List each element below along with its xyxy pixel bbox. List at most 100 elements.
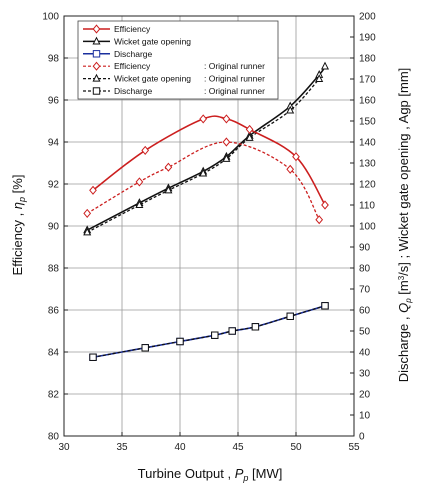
- y-left-tick-label: 96: [48, 96, 60, 107]
- data-point: [222, 154, 231, 162]
- legend-entry: Efficiency : Original runner: [83, 61, 265, 71]
- data-point: [83, 227, 92, 236]
- legend-entry: Efficiency: [83, 24, 151, 34]
- y-axis-left-label: Efficiency , ηp [%]: [10, 175, 27, 276]
- data-point: [83, 208, 92, 218]
- data-point: [176, 337, 184, 346]
- data-point: [141, 145, 150, 155]
- legend-marker: [92, 61, 101, 71]
- data-point: [211, 331, 219, 339]
- data-point: [135, 200, 144, 209]
- data-point: [164, 185, 173, 194]
- data-point: [315, 74, 324, 83]
- x-tick-label: 50: [290, 442, 302, 453]
- series-5: [89, 302, 329, 361]
- series-4: [83, 74, 324, 236]
- data-point: [199, 168, 208, 177]
- y-left-tick-label: 94: [48, 138, 60, 149]
- data-point: [251, 323, 260, 331]
- y-right-tick-label: 140: [359, 138, 376, 149]
- y-right-tick-label: 0: [359, 432, 365, 443]
- legend-marker: [92, 24, 101, 34]
- data-point: [228, 327, 236, 335]
- legend-label: Discharge: [114, 49, 153, 59]
- y-right-tick-label: 190: [359, 33, 376, 44]
- data-point: [199, 114, 208, 124]
- y-right-tick-label: 90: [359, 243, 371, 254]
- y-right-tick-label: 40: [359, 348, 371, 359]
- y-left-tick-label: 80: [48, 432, 60, 443]
- series-3: [83, 137, 324, 225]
- series-0: [89, 114, 329, 210]
- series-layer: [83, 61, 330, 361]
- legend-suffix: : Original runner: [204, 86, 265, 96]
- legend-box: [77, 20, 279, 100]
- y-right-tick-label: 80: [359, 264, 371, 275]
- y-left-tick-label: 92: [48, 180, 60, 191]
- y-left-tick-label: 98: [48, 54, 60, 65]
- x-tick-label: 30: [58, 442, 70, 453]
- legend-suffix: : Original runner: [204, 61, 265, 71]
- data-point: [89, 353, 97, 361]
- x-axis-label: Turbine Output , Pp [MW]: [138, 466, 283, 483]
- y-left-tick-label: 82: [48, 390, 60, 401]
- x-tick-label: 35: [116, 442, 128, 453]
- y-right-tick-label: 150: [359, 117, 376, 128]
- data-point: [89, 185, 97, 195]
- y-right-tick-label: 170: [359, 75, 376, 86]
- legend-entry: Discharge : Original runner: [83, 86, 265, 96]
- y-right-tick-label: 160: [359, 96, 376, 107]
- legend-marker: [92, 36, 101, 45]
- data-point: [286, 164, 295, 174]
- data-point: [164, 162, 173, 172]
- legend-suffix: : Original runner: [204, 74, 265, 84]
- legend-label: Efficiency: [114, 24, 151, 34]
- y-right-tick-label: 10: [359, 411, 371, 422]
- legend-entry: Discharge: [83, 49, 153, 59]
- y-right-tick-label: 60: [359, 306, 371, 317]
- y-left-tick-label: 86: [48, 306, 60, 317]
- y-left-tick-label: 100: [42, 12, 59, 23]
- legend: Efficiency Wicket gate opening Discharge Ef…: [77, 20, 279, 100]
- legend-entry: Wicket gate opening: [83, 36, 191, 46]
- y-right-tick-label: 100: [359, 222, 376, 233]
- data-point: [245, 124, 254, 134]
- legend-marker: [92, 87, 101, 95]
- y-left-tick-label: 84: [48, 348, 60, 359]
- y-right-tick-label: 120: [359, 180, 376, 191]
- data-point: [286, 105, 295, 114]
- series-line: [92, 115, 326, 206]
- y-right-tick-label: 200: [359, 12, 376, 23]
- data-point: [222, 114, 231, 124]
- data-point: [315, 215, 324, 225]
- ticks: 30 35 40 45 50 55 80 82 84 86 88 90 92 94 96 98 100 0 10 20…: [42, 12, 376, 454]
- legend-label: Wicket gate opening: [114, 36, 191, 46]
- legend-label: Efficiency: [114, 61, 151, 71]
- y-axis-right-label: Discharge , Qp [m3/s] ; Wicket gate open…: [396, 68, 413, 383]
- series-line: [86, 78, 320, 233]
- data-point: [292, 152, 300, 162]
- y-right-tick-label: 70: [359, 285, 371, 296]
- x-tick-label: 55: [348, 442, 360, 453]
- y-left-tick-label: 90: [48, 222, 60, 233]
- data-point: [320, 61, 330, 70]
- y-right-tick-label: 30: [359, 369, 371, 380]
- y-left-tick-label: 88: [48, 264, 60, 275]
- y-right-tick-label: 180: [359, 54, 376, 65]
- y-right-tick-label: 20: [359, 390, 371, 401]
- data-point: [222, 137, 231, 147]
- y-right-tick-label: 130: [359, 159, 376, 170]
- legend-marker: [92, 73, 101, 82]
- legend-label: Discharge: [114, 86, 153, 96]
- x-tick-label: 45: [232, 442, 244, 453]
- legend-label: Wicket gate opening: [114, 74, 191, 84]
- legend-marker: [92, 50, 101, 58]
- y-right-tick-label: 110: [359, 201, 375, 212]
- data-point: [321, 200, 329, 210]
- data-point: [286, 312, 294, 321]
- data-point: [245, 133, 254, 141]
- y-right-tick-label: 50: [359, 327, 371, 338]
- data-point: [135, 177, 144, 187]
- legend-entry: Wicket gate opening : Original runner: [83, 74, 265, 84]
